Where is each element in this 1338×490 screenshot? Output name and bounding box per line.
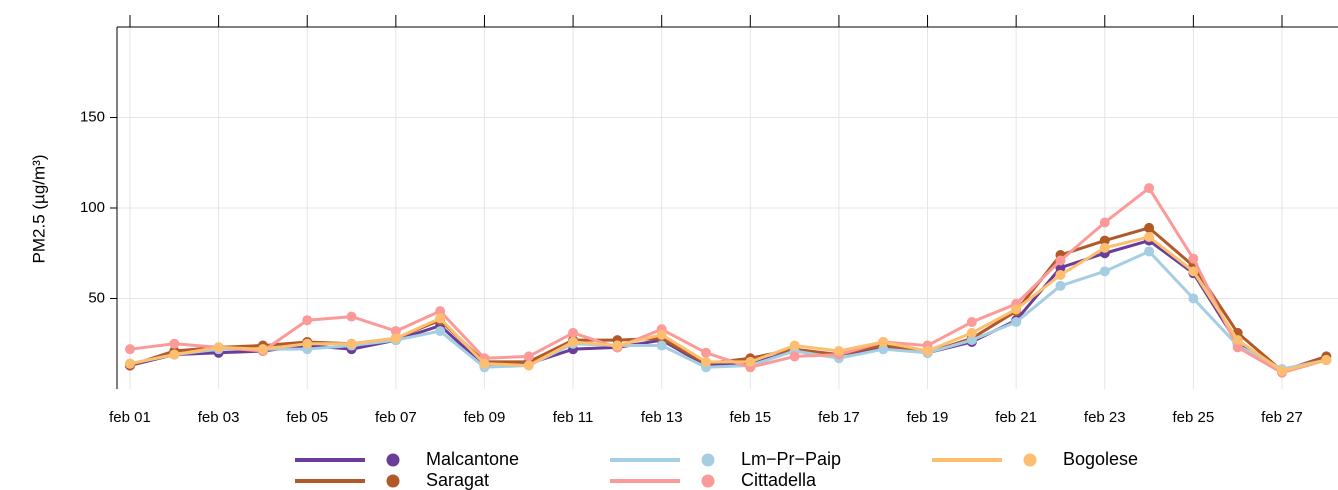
point [568,327,579,338]
point [1232,335,1243,346]
point [701,356,711,367]
point [1144,222,1155,233]
point [789,351,800,362]
x-tick-label: feb 05 [286,409,328,426]
legend-label: Cittadella [741,470,817,490]
point [1144,183,1155,194]
series-line [129,186,1327,375]
legend-label: Malcantone [426,449,519,469]
point [568,336,579,347]
legend-dot [386,453,400,467]
point [435,326,446,337]
x-tick-label: feb 01 [109,409,151,426]
point [1321,355,1332,366]
point [1099,242,1110,253]
point [1011,317,1022,328]
legend-dot [386,474,400,488]
point [1188,266,1199,277]
legend-dot [701,474,715,488]
x-tick-label: feb 17 [818,409,860,426]
point [966,327,977,338]
point [346,338,357,349]
x-tick-label: feb 13 [641,409,683,426]
x-tick-label: feb 15 [729,409,771,426]
point [1055,262,1066,273]
legend-label: Saragat [426,470,489,490]
point [878,344,889,355]
point [1099,217,1110,228]
point [612,340,623,351]
point [213,342,224,353]
legend-label: Lm−Pr−Paip [741,449,841,469]
point [1188,293,1199,304]
point [1055,255,1066,266]
series-line [129,249,1327,371]
point [833,345,844,356]
point [302,315,313,326]
x-tick-label: feb 23 [1084,409,1126,426]
x-tick-label: feb 27 [1261,409,1303,426]
legend-dot [1023,453,1037,467]
point [125,358,135,369]
point [656,340,667,351]
x-tick-label: feb 07 [375,409,417,426]
point [346,311,357,322]
y-tick-label: 50 [88,289,105,306]
point [745,356,756,367]
point [1144,231,1155,242]
x-tick-label: feb 11 [553,409,594,426]
point [701,347,711,358]
x-tick-label: feb 09 [464,409,506,426]
point [1011,304,1022,315]
y-tick-label: 150 [80,108,105,125]
legend-label: Bogolese [1063,449,1138,469]
point [1099,266,1110,277]
point [302,338,313,349]
point [878,336,889,347]
legend-dot [701,453,715,467]
point [1232,342,1243,353]
point [1188,253,1199,264]
point [257,344,268,355]
y-axis-label: PM2.5 (µg/m³) [29,155,48,264]
point [1055,280,1066,291]
point [523,360,534,371]
point [1099,235,1110,246]
point [789,340,800,351]
point [1144,246,1155,257]
x-tick-label: feb 03 [198,409,240,426]
point [390,326,401,337]
point [169,338,180,349]
x-tick-label: feb 21 [995,409,1037,426]
series-line [129,235,1327,373]
point [435,313,446,324]
point [390,333,401,344]
point [656,329,667,340]
x-tick-label: feb 25 [1173,409,1215,426]
x-tick-label: feb 19 [907,409,949,426]
point [1055,269,1066,280]
point [125,344,135,355]
point [966,317,977,328]
point [435,306,446,317]
point [479,358,490,369]
point [1277,365,1287,376]
point [966,335,977,346]
point [523,351,534,362]
point [169,349,180,360]
point [922,345,933,356]
y-tick-label: 100 [80,199,105,216]
